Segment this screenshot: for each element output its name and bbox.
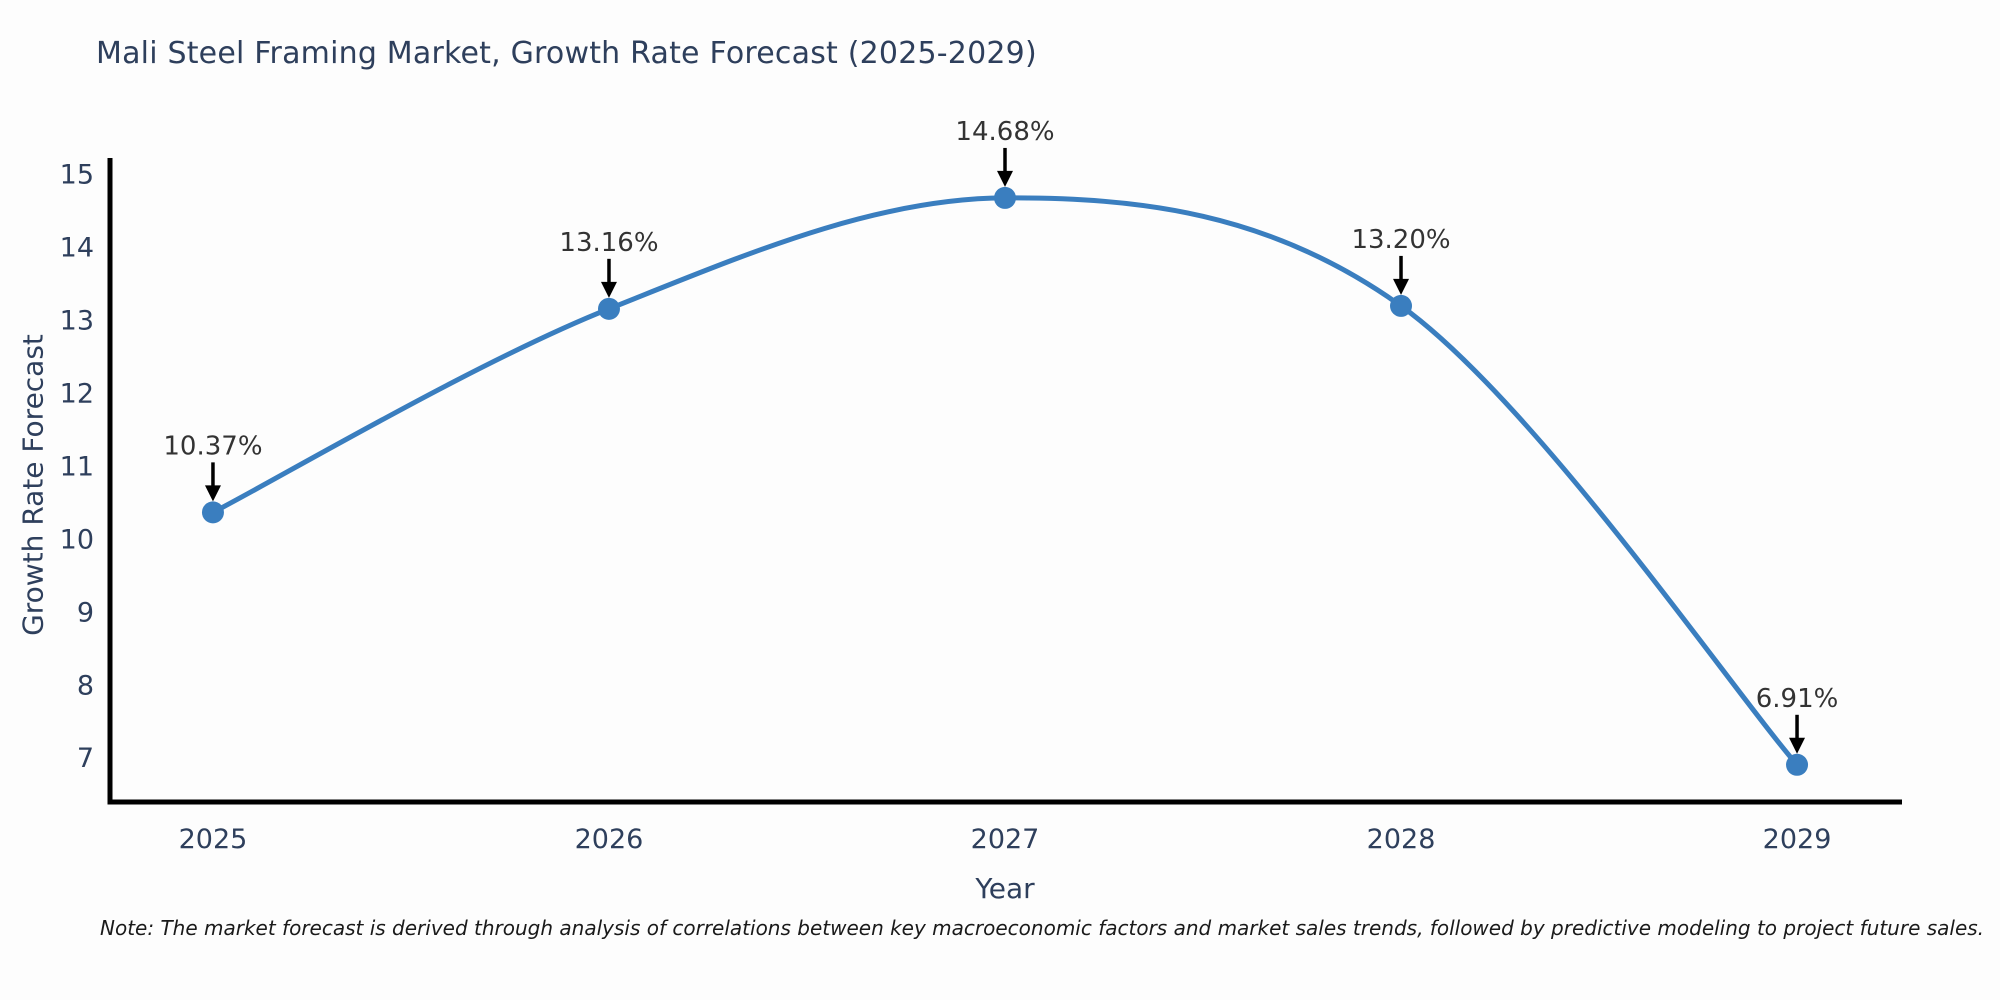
data-point-label-2029: 6.91% [1756, 684, 1839, 714]
y-tick-label-9: 9 [77, 597, 94, 628]
x-axis-title: Year [975, 872, 1035, 905]
y-tick-label-7: 7 [77, 743, 94, 774]
x-tick-label-2025: 2025 [179, 824, 248, 855]
y-tick-label-15: 15 [60, 160, 94, 191]
annotation-arrowhead-2026 [600, 281, 617, 298]
x-tick-label-2029: 2029 [1763, 824, 1832, 855]
data-point-2028 [1390, 294, 1413, 317]
data-point-2027 [994, 186, 1016, 209]
y-tick-label-14: 14 [60, 233, 94, 264]
x-tick-label-2027: 2027 [971, 824, 1040, 855]
y-tick-label-8: 8 [77, 670, 94, 701]
data-point-2029 [1786, 753, 1809, 776]
x-tick-label-2026: 2026 [575, 824, 644, 855]
annotation-arrowhead-2025 [204, 485, 221, 502]
chart-title: Mali Steel Framing Market, Growth Rate F… [96, 36, 1037, 71]
y-tick-label-12: 12 [60, 378, 94, 409]
y-tick-label-11: 11 [60, 451, 94, 482]
data-point-2026 [597, 297, 620, 320]
data-point-label-2027: 14.68% [955, 117, 1054, 147]
growth-rate-line [210, 195, 1800, 768]
data-point-label-2028: 13.20% [1351, 225, 1450, 255]
footnote: Note: The market forecast is derived thr… [100, 916, 1985, 940]
y-tick-label-10: 10 [60, 524, 94, 555]
annotation-arrowhead-2027 [997, 170, 1013, 187]
y-tick-label-13: 13 [60, 306, 94, 337]
annotation-arrowhead-2028 [1393, 278, 1410, 295]
annotation-arrowhead-2029 [1789, 737, 1806, 754]
data-point-2025 [201, 501, 224, 524]
data-point-label-2025: 10.37% [163, 431, 262, 461]
data-point-label-2026: 13.16% [559, 228, 658, 258]
x-tick-label-2028: 2028 [1367, 824, 1436, 855]
